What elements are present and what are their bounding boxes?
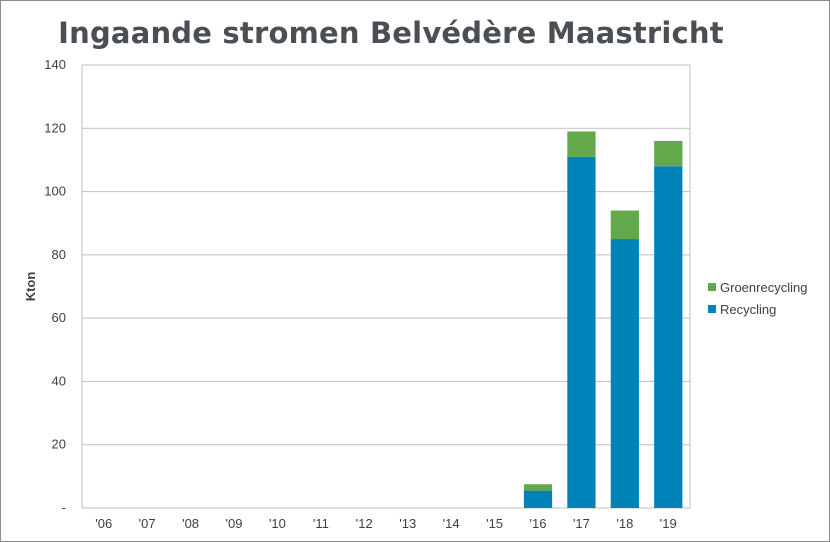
bar-groenrecycling-18 [610,210,639,240]
chart-title: Ingaande stromen Belvédère Maastricht [58,16,724,50]
x-tick-label: '19 [660,516,677,531]
y-tick-label: 100 [44,184,66,199]
legend-item-recycling: Recycling [708,298,807,320]
legend-label: Groenrecycling [720,279,808,295]
x-tick-label: '10 [269,516,286,531]
x-tick-label: '16 [530,516,547,531]
x-tick-label: '08 [182,516,199,531]
y-tick-label: 40 [52,373,66,388]
x-tick-label: '15 [486,516,503,531]
y-tick-label: 80 [52,247,66,262]
x-tick-label: '13 [399,516,416,531]
x-tick-label: '06 [95,516,112,531]
bar-recycling-18 [610,239,639,509]
x-tick-label: '18 [616,516,633,531]
legend-item-groenrecycling: Groenrecycling [708,276,807,298]
y-tick-label: - [62,500,66,515]
x-tick-label: '12 [356,516,373,531]
x-tick-label: '14 [443,516,460,531]
x-tick-label: '11 [313,516,329,531]
y-tick-label: 140 [44,57,66,72]
legend-swatch [708,283,716,291]
bar-groenrecycling-19 [654,140,683,167]
bar-recycling-16 [523,490,553,508]
chart-legend: Groenrecycling Recycling [708,276,807,320]
x-tick-label: '17 [573,516,590,531]
bar-recycling-19 [654,166,683,508]
bar-groenrecycling-17 [567,131,596,157]
x-tick-label: '07 [139,516,156,531]
x-tick-label: '09 [226,516,243,531]
bar-recycling-17 [567,156,596,508]
y-axis-label: Kton [23,272,38,302]
legend-label: Recycling [720,301,777,317]
y-tick-label: 120 [44,120,66,135]
y-tick-label: 60 [52,310,66,325]
y-tick-label: 20 [52,437,66,452]
bar-groenrecycling-16 [523,484,553,491]
legend-swatch [708,305,716,313]
